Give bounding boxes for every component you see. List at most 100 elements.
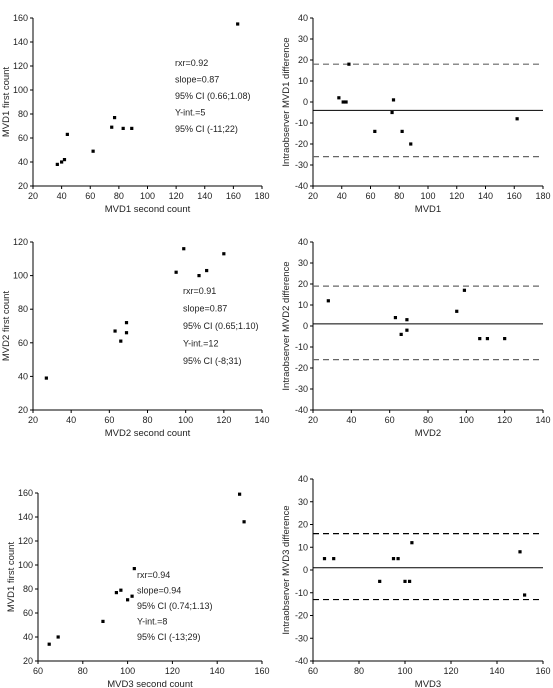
x-tick-label: 40	[57, 191, 67, 201]
x-tick-label: 60	[33, 666, 43, 676]
x-tick-label: 80	[142, 415, 152, 425]
data-point	[399, 332, 403, 336]
y-tick-label: 0	[303, 565, 308, 575]
y-tick-label: 100	[18, 560, 33, 570]
data-point	[405, 318, 409, 322]
y-tick-label: 40	[18, 157, 28, 167]
x-tick-label: 100	[397, 666, 412, 676]
y-tick-label: 10	[298, 300, 308, 310]
y-tick-label: 60	[23, 608, 33, 618]
y-tick-label: -30	[295, 633, 308, 643]
y-tick-label: 120	[13, 237, 28, 247]
data-point	[60, 160, 64, 164]
data-point	[110, 125, 114, 129]
mvd3-bland-altman-panel: 60 80 100 120 140 160 -40 -30 -20 -10 0 10 20 30 40 MVD…	[281, 474, 551, 688]
y-tick-label: 80	[18, 109, 28, 119]
y-tick-label: 80	[18, 304, 28, 314]
stat-annotation: slope=0.87	[175, 75, 219, 85]
stat-annotation: slope=0.87	[183, 304, 227, 314]
data-point	[62, 158, 67, 162]
data-point	[403, 579, 407, 583]
x-tick-label: 100	[140, 191, 155, 201]
mvd1-bland-altman-panel: 20 40 60 80 100 120 140 160 180 -40 -30 -20 -10 0 10 20…	[281, 13, 551, 215]
stat-annotation: 95% CI (0.65;1.10)	[183, 321, 259, 331]
data-point	[408, 579, 412, 583]
data-point	[390, 110, 394, 115]
data-point	[391, 557, 396, 561]
data-point	[341, 100, 345, 104]
x-tick-label: 140	[197, 191, 212, 201]
data-point	[65, 132, 69, 136]
mvd3-scatter-panel: 60 80 100 120 140 160 20 40 60 80 100 120 140 160 MVD3…	[6, 488, 270, 688]
y-tick-label: 0	[303, 321, 308, 331]
data-point	[515, 117, 519, 121]
x-tick-label: 120	[443, 666, 458, 676]
x-tick-label: 180	[535, 191, 550, 201]
y-tick-label: 20	[23, 656, 33, 666]
data-point	[396, 557, 400, 561]
data-point	[393, 316, 398, 320]
y-tick-label: 20	[298, 55, 308, 65]
data-point	[238, 492, 242, 496]
data-point	[378, 579, 382, 583]
x-axis-label: MVD1	[415, 204, 441, 215]
mvd2-bland-altman-panel: 20 40 60 80 100 120 140 -40 -30 -20 -10 0 10 20 30 40 MV…	[281, 237, 551, 439]
data-point	[55, 162, 59, 166]
y-tick-label: 30	[298, 497, 308, 507]
x-tick-label: 100	[178, 415, 193, 425]
y-tick-label: 140	[18, 512, 33, 522]
data-point	[242, 520, 246, 524]
y-tick-label: 160	[18, 488, 33, 498]
x-tick-label: 140	[489, 666, 504, 676]
x-tick-label: 60	[308, 666, 318, 676]
y-tick-label: 20	[18, 181, 28, 191]
y-tick-label: -30	[295, 160, 308, 170]
x-tick-label: 60	[104, 415, 114, 425]
x-tick-label: 140	[254, 415, 269, 425]
stat-annotation: 95% CI (-11;22)	[175, 124, 238, 134]
y-tick-label: 40	[298, 13, 308, 23]
data-point	[130, 594, 134, 598]
x-tick-label: 60	[85, 191, 95, 201]
data-point	[322, 557, 327, 561]
data-point	[121, 126, 125, 130]
y-tick-label: -20	[295, 611, 308, 621]
x-tick-label: 140	[535, 415, 550, 425]
stat-annotation: 95% CI (0.74;1.13)	[137, 601, 213, 611]
x-tick-label: 120	[169, 191, 184, 201]
data-point	[337, 96, 341, 100]
x-tick-label: 60	[365, 191, 375, 201]
y-tick-label: 100	[13, 85, 28, 95]
x-axis-label: MVD1 second count	[105, 204, 191, 215]
y-tick-label: 40	[298, 474, 308, 484]
x-tick-label: 80	[114, 191, 124, 201]
x-tick-label: 120	[497, 415, 512, 425]
data-point	[130, 126, 134, 130]
x-tick-label: 80	[78, 666, 88, 676]
y-tick-label: 10	[298, 76, 308, 86]
data-point	[124, 331, 129, 335]
y-tick-label: 10	[298, 542, 308, 552]
data-point	[485, 337, 490, 341]
data-point	[405, 328, 409, 332]
data-point	[462, 288, 467, 292]
data-point	[119, 588, 123, 592]
data-point	[119, 339, 123, 343]
data-point	[101, 619, 105, 623]
data-point	[112, 116, 117, 120]
y-tick-label: 40	[298, 237, 308, 247]
x-tick-label: 120	[216, 415, 231, 425]
data-point	[174, 270, 178, 274]
x-tick-label: 40	[337, 191, 347, 201]
stat-annotation: Y-int.=5	[175, 108, 205, 118]
data-point	[236, 22, 240, 26]
data-point	[478, 337, 482, 341]
stat-annotation: slope=0.94	[137, 586, 181, 596]
x-tick-label: 120	[165, 666, 180, 676]
data-point	[124, 321, 129, 325]
stat-annotation: Y-int.=12	[183, 339, 218, 349]
data-point	[455, 309, 459, 313]
data-point	[47, 642, 51, 646]
data-point	[347, 62, 351, 66]
